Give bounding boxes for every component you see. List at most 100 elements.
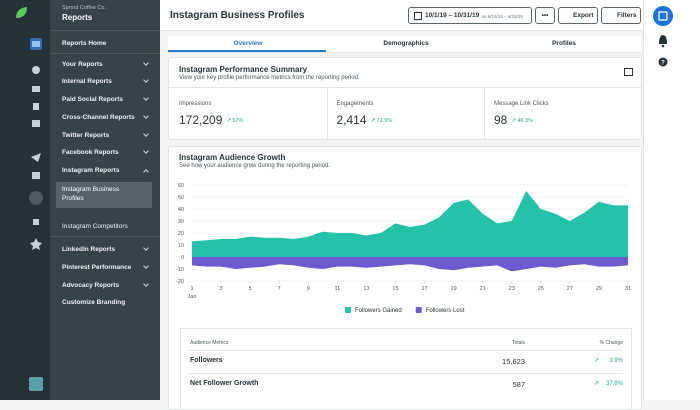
legend-label: Followers Lost [426, 308, 465, 314]
separator [50, 30, 160, 31]
sidebar-item[interactable]: LinkedIn Reports [62, 246, 116, 254]
separator [50, 52, 160, 54]
metric-label: Impressions [179, 101, 212, 107]
column-header: % Change [599, 340, 623, 346]
row-divider [189, 350, 623, 351]
nav-icons [29, 66, 43, 250]
chevron [143, 112, 149, 119]
page-title: Instagram Business Profiles [170, 10, 305, 21]
compare-range: vs 6/15/19 – 6/31/19 [482, 14, 523, 19]
right-icons: ? [653, 6, 673, 67]
rail-icons [16, 7, 43, 391]
chevron [143, 280, 149, 287]
tab[interactable]: Demographics [383, 40, 429, 47]
sidebar-item[interactable]: Facebook Reports [62, 149, 119, 157]
x-tick-label: 25 [538, 286, 544, 292]
sidebar-item[interactable]: Instagram Business Profiles [62, 185, 120, 202]
row-label: Followers [190, 357, 223, 364]
divider [326, 88, 328, 139]
row-total: 15,623 [502, 357, 525, 366]
card-title: Instagram Performance Summary [179, 65, 308, 74]
trend-arrow: ↗ [593, 381, 599, 387]
calendar-icon [414, 12, 422, 20]
y-tick-label: 10 [178, 243, 184, 249]
row-total: 587 [512, 380, 525, 389]
metric-change: 71.9% [376, 118, 393, 124]
sidebar-item[interactable]: Advocacy Reports [62, 281, 120, 289]
bell-clapper [661, 44, 665, 48]
x-tick-label: 13 [363, 286, 369, 292]
tab-underline [168, 50, 326, 52]
filters-button[interactable]: Filters [601, 7, 641, 24]
x-tick-label: 21 [480, 286, 486, 292]
y-tick-label: -20 [176, 279, 184, 285]
x-tick-label: 15 [392, 286, 398, 292]
sidebar-item[interactable]: Internal Reports [62, 78, 112, 86]
metric-value: 2,414 [336, 113, 367, 127]
area [192, 257, 628, 272]
legend-label: Followers Gained [355, 308, 402, 314]
header-bar: Instagram Business Profiles 10/1/19 – 10… [160, 0, 643, 31]
x-tick-label: 3 [220, 286, 223, 292]
y-tick-label: -10 [176, 267, 184, 273]
tab[interactable]: Profiles [552, 40, 576, 47]
bell-icon[interactable] [659, 35, 667, 44]
metric-value: 98 [494, 113, 508, 127]
sidebar-item[interactable]: Cross-Channel Reports [62, 113, 135, 121]
sidebar-item[interactable]: Pinterest Performance [62, 264, 132, 271]
x-axis-label: Jan [188, 294, 197, 300]
sidebar-item[interactable]: Instagram Competitors [62, 222, 128, 230]
metric-change: 57% [232, 118, 244, 124]
chevron [143, 77, 149, 84]
legend-swatch [345, 307, 351, 313]
x-tick-label: 31 [625, 286, 631, 292]
x-tick-label: 11 [334, 286, 340, 292]
metric-value: 172,209 [179, 113, 223, 127]
x-tick-label: 29 [596, 286, 602, 292]
card-subtitle: View your key profile performance metric… [179, 75, 360, 81]
trend-arrow: ↗ [370, 118, 376, 124]
sidebar-item[interactable]: Paid Social Reports [62, 96, 124, 104]
chevron [143, 245, 149, 252]
help-glyph: ? [661, 61, 665, 67]
icon-rail [0, 0, 50, 400]
icon [32, 41, 40, 47]
trend-arrow: ↗ [226, 118, 232, 124]
x-tick-label: 23 [509, 286, 515, 292]
sidebar-item[interactable]: Instagram Reports [62, 166, 120, 174]
y-tick-label: 40 [178, 207, 184, 213]
main: Instagram Business Profiles 10/1/19 – 10… [160, 0, 643, 410]
chevron [143, 148, 149, 155]
right-rail: ? [643, 0, 700, 400]
x-tick-label: 7 [278, 286, 281, 292]
summary-card: Instagram Performance Summary View your … [168, 57, 642, 140]
x-tick-label: 27 [567, 286, 573, 292]
selected-item[interactable] [56, 181, 152, 208]
chevron [143, 95, 149, 101]
sidebar: Sprout Coffee Co. Reports Reports Home Yo… [50, 0, 160, 400]
export-label: Export [573, 12, 594, 19]
x-tick-label: 5 [249, 286, 252, 292]
tab[interactable]: Overview [233, 40, 263, 47]
area [192, 191, 628, 257]
separator [50, 236, 160, 238]
compose-button[interactable] [653, 6, 673, 26]
row-label: Net Follower Growth [190, 380, 259, 387]
date-range: 10/1/19 – 10/31/19 [425, 12, 480, 19]
export-button[interactable]: Export [558, 7, 598, 24]
chevron [143, 59, 149, 66]
trend-arrow: ↗ [593, 358, 599, 364]
sidebar-item[interactable]: Twitter Reports [62, 131, 110, 139]
date-picker[interactable]: 10/1/19 – 10/31/19 vs 6/15/19 – 6/31/19 [408, 7, 532, 24]
compose-icon [658, 11, 668, 21]
more-button[interactable]: ••• [535, 7, 555, 24]
y-tick-label: 50 [178, 195, 184, 201]
sidebar-item[interactable]: Customize Branding [62, 299, 126, 307]
column-header: Totals [511, 340, 525, 346]
row-change: 37.8% [605, 381, 623, 387]
filters-label: Filters [617, 12, 637, 19]
help-icon[interactable] [658, 57, 668, 67]
sidebar-item[interactable]: Your Reports [62, 60, 103, 68]
sidebar-item[interactable]: Reports Home [62, 40, 107, 47]
